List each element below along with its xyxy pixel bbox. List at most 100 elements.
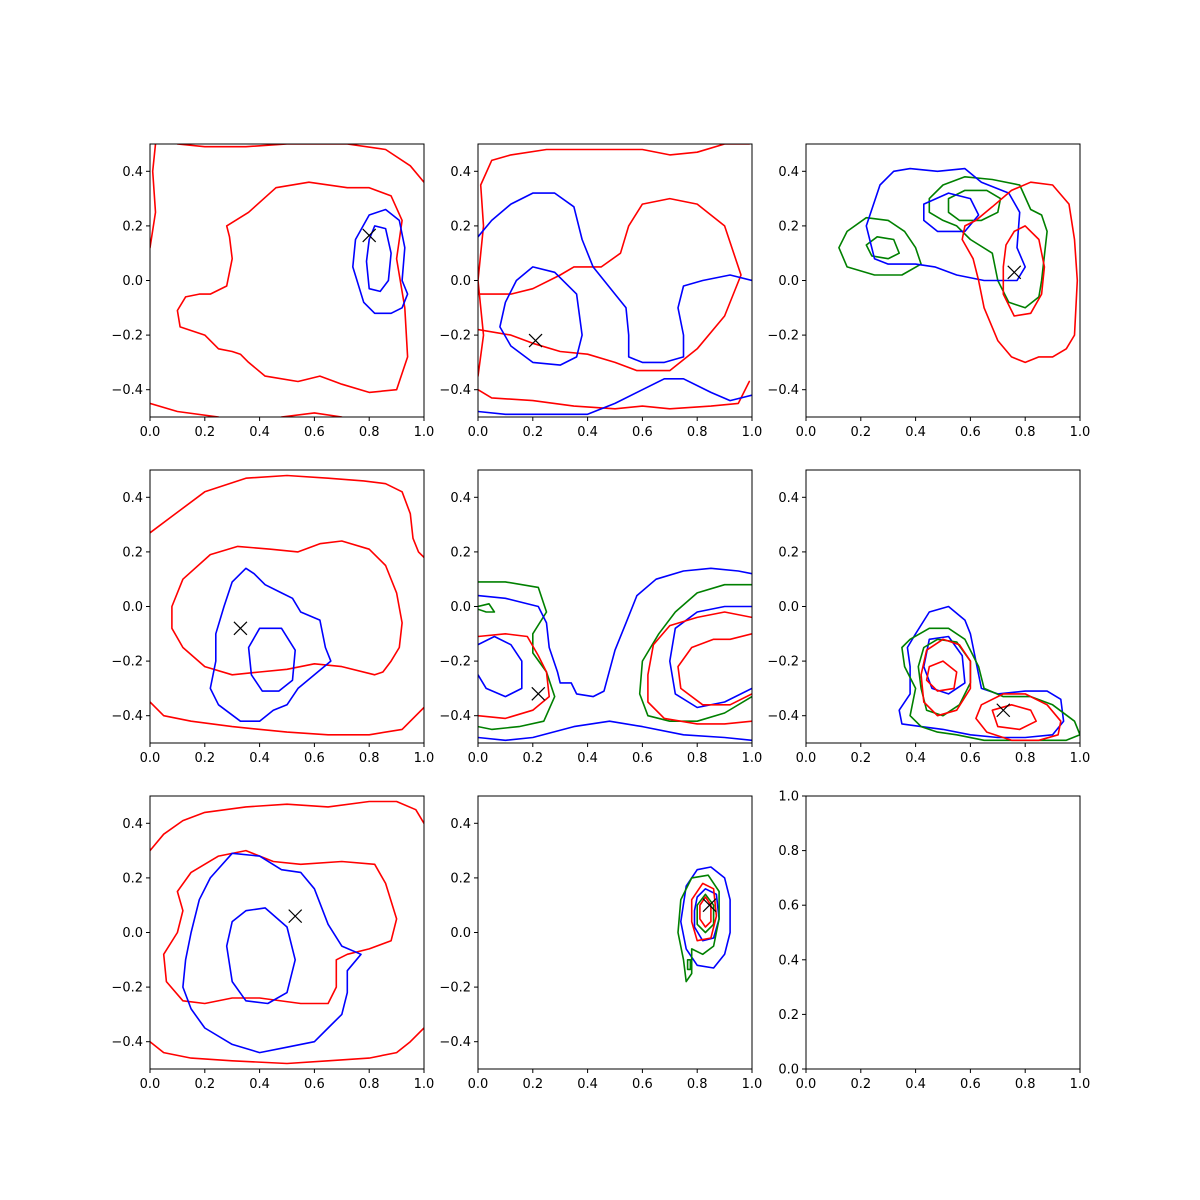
x-marker: [1007, 265, 1022, 280]
y-tick-label: 0.4: [122, 165, 143, 180]
y-tick-label: −0.2: [111, 655, 143, 670]
contour-line: [499, 266, 583, 366]
y-tick-label: 0.4: [450, 491, 471, 506]
x-tick-label: 0.6: [960, 425, 981, 440]
x-tick-label: 0.4: [249, 751, 270, 766]
x-tick-label: 0.6: [632, 1077, 653, 1092]
contour-line: [920, 638, 972, 717]
y-tick-label: 0.0: [122, 274, 143, 289]
contour-line: [677, 874, 720, 983]
x-tick-label: 1.0: [414, 425, 435, 440]
y-tick-label: 0.0: [122, 600, 143, 615]
x-tick-label: 0.0: [796, 751, 817, 766]
x-marker: [288, 909, 303, 924]
y-tick-label: −0.4: [439, 1035, 471, 1050]
contour-line: [478, 197, 742, 372]
contour-line: [693, 887, 720, 942]
y-tick-label: 0.2: [122, 545, 143, 560]
x-tick-label: 1.0: [1070, 1077, 1091, 1092]
x-tick-label: 0.8: [687, 751, 708, 766]
contour-line: [865, 236, 901, 260]
x-tick-label: 0.4: [905, 751, 926, 766]
x-tick-label: 0.0: [468, 751, 489, 766]
contour-group: [677, 866, 731, 983]
y-tick-label: −0.4: [111, 709, 143, 724]
x-tick-label: 0.2: [850, 1077, 871, 1092]
x-tick-label: 0.6: [304, 1077, 325, 1092]
axes-frame: [477, 469, 753, 744]
x-tick-label: 0.4: [577, 425, 598, 440]
contour-line: [478, 632, 551, 720]
subplot-7: 0.0 0.2 0.4 0.6 0.8 1.0 −0.4 −0.2 0.0 0.2 0.4: [111, 795, 435, 1092]
contour-line: [991, 703, 1037, 731]
contour-line: [922, 635, 966, 695]
x-tick-label: 0.0: [140, 425, 161, 440]
contour-line: [668, 605, 752, 709]
y-tick-label: 1.0: [778, 790, 799, 805]
y-tick-label: 0.2: [778, 219, 799, 234]
contour-line: [150, 701, 424, 736]
contour-line: [699, 896, 712, 928]
contour-line: [947, 189, 1002, 222]
x-tick-label: 0.4: [905, 425, 926, 440]
x-tick-label: 0.6: [632, 751, 653, 766]
x-tick-label: 0.8: [359, 1077, 380, 1092]
y-tick-label: 0.2: [122, 871, 143, 886]
y-tick-label: 0.6: [778, 899, 799, 914]
subplot-2: 0.0 0.2 0.4 0.6 0.8 1.0 −0.4 −0.2 0.0 0.2 0.4: [439, 143, 763, 440]
x-tick-label: 1.0: [414, 1077, 435, 1092]
x-marker: [531, 686, 546, 701]
subplot-5: 0.0 0.2 0.4 0.6 0.8 1.0 −0.4 −0.2 0.0 0.2 0.4: [439, 469, 762, 766]
contour-group: [150, 474, 424, 736]
y-tick-label: −0.4: [111, 1035, 143, 1050]
y-tick-label: 0.2: [450, 545, 471, 560]
contour-line: [478, 720, 752, 742]
contour-line: [150, 144, 157, 249]
x-tick-label: 0.8: [359, 425, 380, 440]
contour-line: [225, 907, 297, 1005]
x-marker: [233, 621, 248, 636]
y-tick-label: −0.2: [111, 981, 143, 996]
contour-line: [925, 660, 958, 692]
contour-line: [922, 192, 980, 233]
y-tick-label: −0.2: [439, 329, 471, 344]
y-tick-label: 0.2: [122, 219, 143, 234]
y-tick-label: 0.8: [778, 844, 799, 859]
x-tick-label: 1.0: [1070, 425, 1091, 440]
contour-line: [162, 849, 398, 1005]
x-marker: [996, 703, 1011, 718]
contour-line: [679, 866, 731, 969]
subplot-9: 0.0 0.2 0.4 0.6 0.8 1.0 0.0 0.2 0.4 0.6 0.8 1.0: [778, 790, 1090, 1093]
contour-line: [928, 176, 1048, 309]
y-tick-label: 0.0: [450, 600, 471, 615]
x-tick-label: 1.0: [742, 425, 763, 440]
subplot-1: 0.0 0.2 0.4 0.6 0.8 1.0 −0.4 −0.2 0.0 0.2 0.4: [111, 143, 435, 440]
axes-frame: [805, 795, 1081, 1070]
contour-line: [150, 402, 220, 417]
contour-group: [478, 567, 752, 742]
y-tick-label: 0.0: [450, 274, 471, 289]
x-tick-label: 0.0: [468, 425, 489, 440]
y-tick-label: −0.4: [439, 383, 471, 398]
contour-line: [901, 627, 1080, 742]
contour-line: [150, 800, 424, 852]
x-tick-label: 0.2: [194, 1077, 215, 1092]
y-tick-label: 0.4: [122, 817, 143, 832]
y-tick-label: −0.4: [111, 383, 143, 398]
contour-line: [171, 540, 403, 676]
x-tick-label: 0.0: [140, 751, 161, 766]
x-tick-label: 0.2: [522, 425, 543, 440]
y-tick-label: 0.4: [122, 491, 143, 506]
contour-line: [478, 377, 752, 416]
contour-line: [838, 216, 922, 276]
y-tick-label: −0.2: [439, 655, 471, 670]
y-tick-label: −0.2: [111, 329, 143, 344]
y-tick-label: 0.0: [450, 926, 471, 941]
x-tick-label: 1.0: [1070, 751, 1091, 766]
y-tick-label: 0.2: [450, 219, 471, 234]
contour-group: [898, 605, 1080, 742]
contour-line: [176, 181, 409, 394]
y-tick-label: 0.0: [778, 600, 799, 615]
x-tick-label: 0.2: [522, 1077, 543, 1092]
x-tick-label: 0.4: [249, 1077, 270, 1092]
